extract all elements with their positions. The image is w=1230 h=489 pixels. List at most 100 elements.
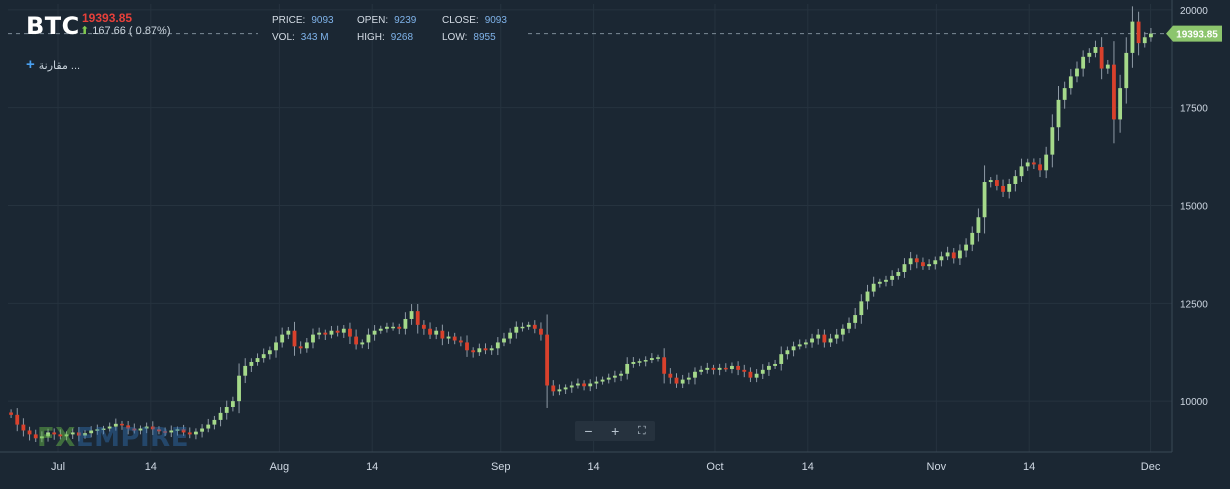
candle [945,246,950,261]
candle-body [643,360,648,362]
candle [982,165,987,234]
candle [1105,59,1110,74]
x-tick-label: 14 [145,461,157,473]
candle [187,427,192,439]
candle-body [551,385,556,392]
candle-body [230,401,235,408]
candle-body [939,256,944,261]
candle [249,358,254,372]
candle [871,276,876,297]
candle [822,329,827,348]
candle [582,380,586,391]
candle [1118,74,1123,133]
candle [631,357,636,368]
x-tick-label: 14 [366,461,378,473]
symbol-title: BTC [26,12,80,40]
candle [693,367,697,385]
candle [674,373,679,388]
candle [397,323,402,335]
candle-body [612,375,617,378]
candle [434,326,439,340]
price-tag-shape [1166,25,1222,42]
candle-body [440,330,445,339]
zoom-out-button[interactable]: − [584,423,593,439]
candle [415,304,420,334]
x-tick-label: 14 [587,461,599,473]
candle-body [372,330,377,335]
candle-body [723,367,728,370]
y-tick-label: 10000 [1180,397,1208,408]
candle-body [434,330,439,335]
candle [280,327,285,348]
x-tick-label: Nov [927,461,947,473]
candle [126,420,131,435]
candle [471,347,476,358]
candle [1044,146,1049,179]
candle-body [951,252,956,259]
candle-body [64,434,69,437]
candle [1056,85,1061,141]
candle [243,358,248,384]
candle [767,362,771,376]
candle-body [1093,47,1098,53]
candle [643,356,648,367]
candle-body [563,387,568,390]
candle-body [742,369,747,372]
candle-body [933,260,938,265]
candle [101,425,106,435]
candle-body [686,377,691,380]
candle [958,244,962,265]
candle [1149,27,1153,42]
candle-body [157,429,161,432]
zoom-in-button[interactable]: + [611,423,620,439]
candle [717,363,722,376]
candle-body [27,430,32,435]
candle [89,426,94,438]
candle-body [1118,88,1123,120]
candle [828,333,833,347]
candle-body [656,357,660,359]
candle [95,424,100,435]
candle [970,226,975,252]
candle [317,327,322,340]
candle-body [1081,56,1086,69]
candle-body [1099,47,1104,69]
compare-button[interactable]: + مقارنة ... [26,56,80,73]
y-tick-label: 12500 [1180,299,1208,310]
candle-body [21,424,26,431]
candle [563,384,568,394]
candle-body [797,344,802,347]
candle-body [1044,154,1049,171]
y-tick-label: 17500 [1180,104,1208,115]
candle-body [280,334,285,343]
candle-body [15,414,20,425]
candle-body [267,350,272,355]
candle-body [292,330,297,347]
candle-body [181,429,186,433]
candle [637,358,642,367]
candle [847,317,851,334]
candle [403,312,408,335]
candle [908,251,913,271]
candle [748,367,753,383]
candle-body [569,385,574,388]
compare-label: مقارنة ... [38,60,81,72]
fullscreen-button[interactable]: ⛶ [637,424,646,437]
x-tick-label: Oct [706,461,723,473]
candle-body [631,362,636,364]
candle-body [163,431,168,433]
candle [175,426,180,436]
x-tick-label: Jul [51,461,65,473]
candle-body [545,334,550,386]
candle-body [779,354,784,364]
stat-close-value: 9093 [484,15,507,26]
zoom-toolbar: − + ⛶ [575,421,655,441]
candle [1124,37,1129,104]
x-tick-label: 14 [1023,461,1035,473]
candle [773,359,777,369]
candle [939,251,944,267]
x-tick-label: Sep [491,461,511,473]
candle [341,325,346,338]
